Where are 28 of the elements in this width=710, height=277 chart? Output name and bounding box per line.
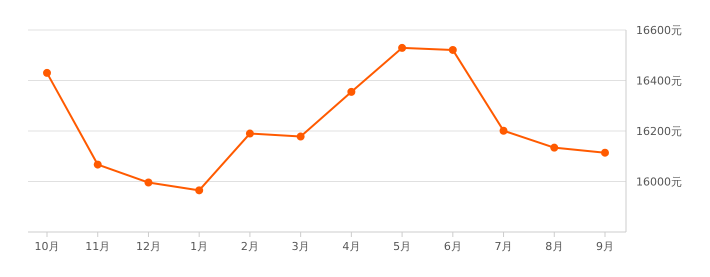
x-tick-label: 4月	[342, 240, 360, 253]
point	[144, 178, 152, 187]
x-tick-label: 6月	[444, 240, 462, 253]
point	[195, 186, 204, 194]
point	[601, 148, 609, 157]
point	[296, 132, 305, 141]
x-tick-label: 3月	[292, 240, 310, 253]
x-tick-label: 1月	[190, 240, 208, 253]
y-tick-label: 16200元	[636, 125, 682, 138]
x-tick-label: 5月	[393, 240, 412, 253]
x-tick-label: 8月	[545, 240, 564, 253]
x-tick-label: 7月	[494, 240, 513, 253]
x-tick-label: 11月	[85, 240, 110, 253]
y-tick-label: 16400元	[636, 74, 682, 88]
x-tick-label: 2月	[240, 240, 259, 253]
point	[550, 144, 558, 152]
point	[246, 130, 254, 138]
x-tick-label: 9月	[596, 240, 614, 253]
point	[398, 44, 406, 52]
point	[500, 126, 508, 135]
x-tick-label: 12月	[136, 240, 161, 253]
point	[43, 68, 51, 77]
point	[94, 160, 102, 169]
x-tick-label: 10月	[34, 240, 60, 253]
y-tick-label: 16600元	[636, 24, 682, 37]
point	[448, 46, 457, 54]
y-tick-label: 16000元	[636, 176, 682, 188]
point	[347, 88, 356, 96]
